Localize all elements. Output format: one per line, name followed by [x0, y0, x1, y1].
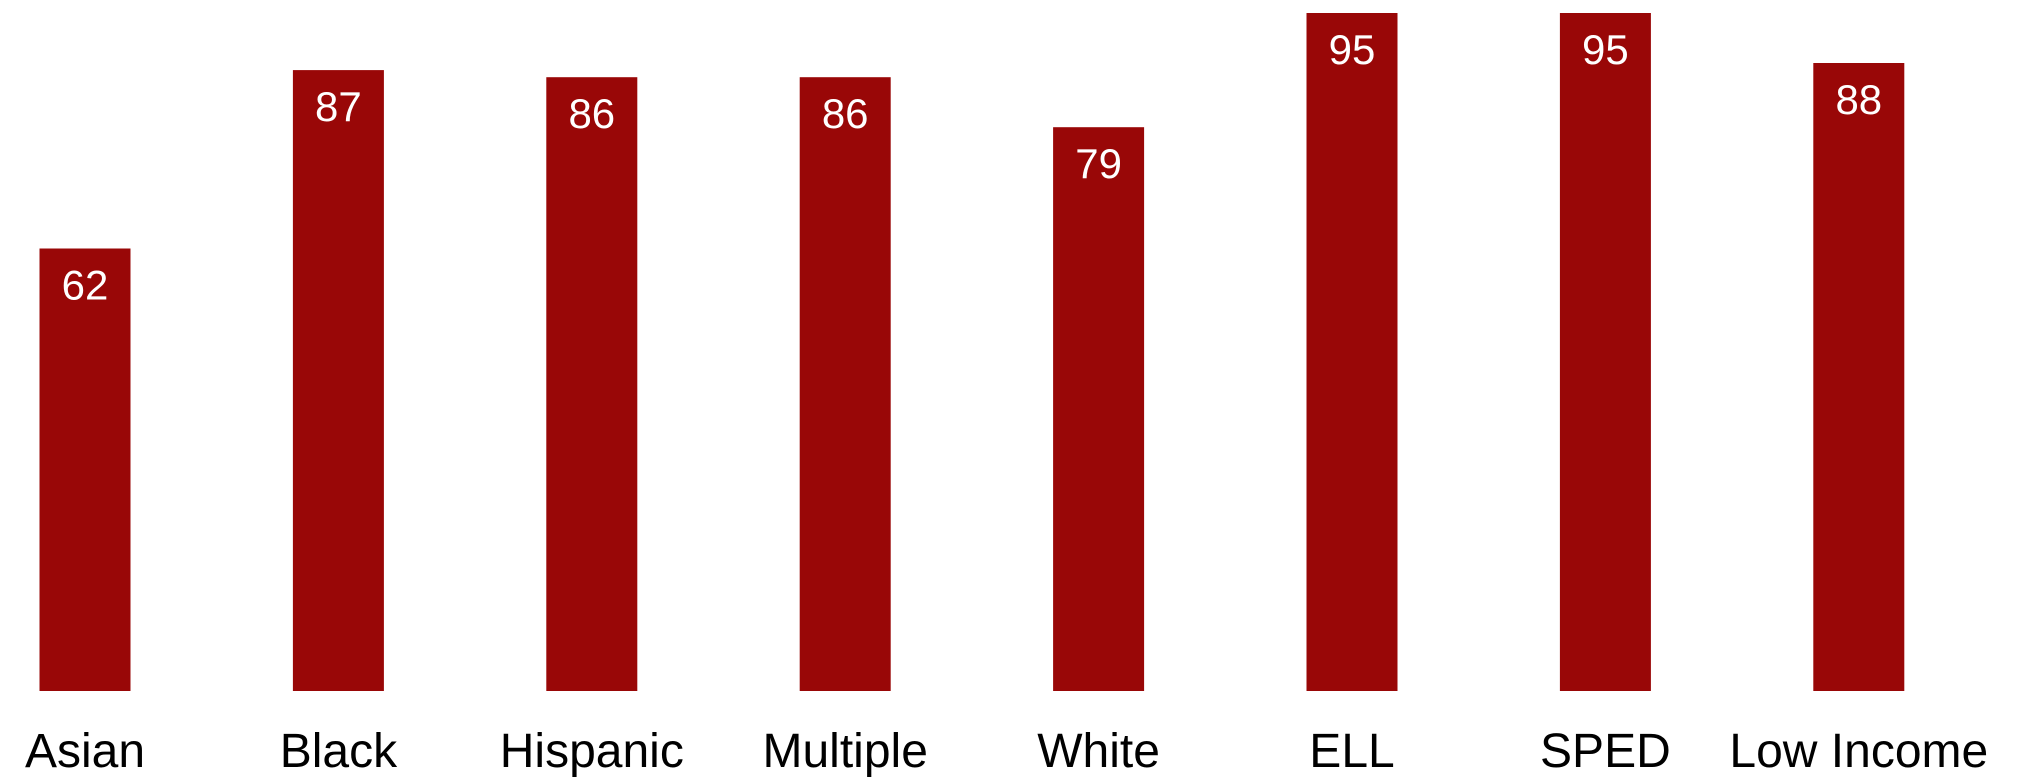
x-tick-label-asian: Asian	[25, 725, 145, 778]
x-tick-labels-group: Asian Black Hispanic Multiple White ELL SPED Lo…	[25, 725, 1988, 778]
x-tick-label-hispanic: Hispanic	[500, 725, 684, 778]
bar-multiple	[799, 77, 891, 691]
data-label-multiple: 86	[822, 90, 869, 137]
bar-sped	[1559, 13, 1651, 691]
bar-low-income	[1813, 63, 1905, 691]
bars-group	[39, 13, 1905, 692]
data-label-sped: 95	[1582, 26, 1629, 73]
bar-white	[1053, 127, 1145, 691]
data-label-white: 79	[1075, 140, 1122, 187]
data-label-black: 87	[315, 83, 362, 130]
bar-black	[292, 70, 384, 692]
bar-asian	[39, 248, 131, 691]
data-label-low-income: 88	[1835, 76, 1882, 123]
data-labels-group: 62 87 86 86 79 95 95 88	[62, 26, 1883, 309]
x-tick-label-black: Black	[280, 725, 398, 778]
data-label-ell: 95	[1329, 26, 1376, 73]
bar-hispanic	[546, 77, 638, 691]
x-tick-label-sped: SPED	[1540, 725, 1671, 778]
x-tick-label-multiple: Multiple	[762, 725, 927, 778]
bar-ell	[1306, 13, 1398, 691]
x-tick-label-low-income: Low Income	[1729, 725, 1988, 778]
data-label-asian: 62	[62, 262, 109, 309]
x-tick-label-white: White	[1037, 725, 1160, 778]
x-tick-label-ell: ELL	[1309, 725, 1394, 778]
data-label-hispanic: 86	[568, 90, 615, 137]
